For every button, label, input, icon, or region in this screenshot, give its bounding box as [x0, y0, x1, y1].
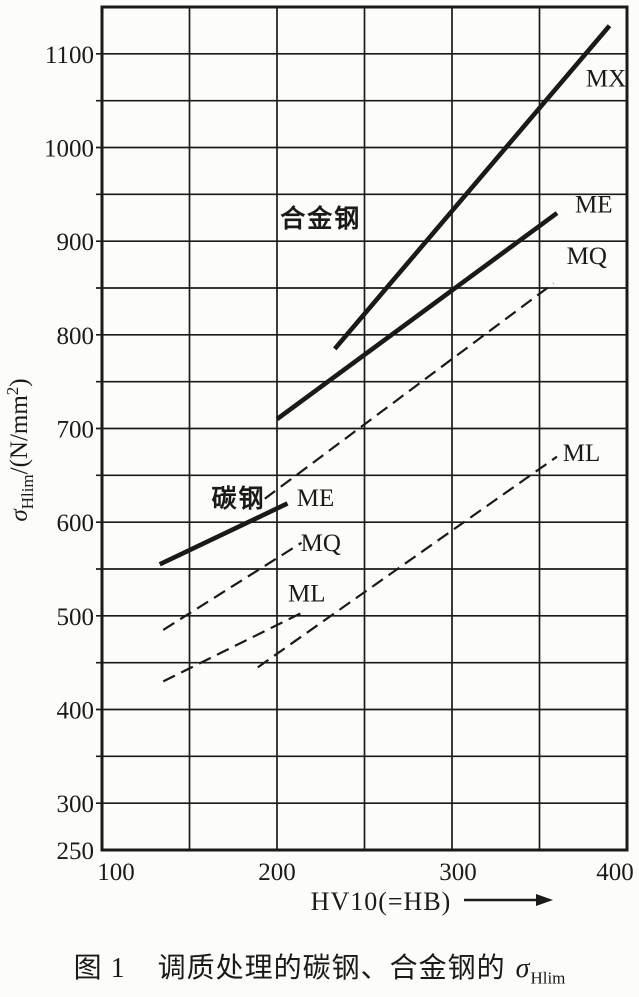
- series-line-alloy-steel-mx: [332, 24, 612, 351]
- x-tick-label-200: 200: [258, 859, 296, 886]
- y-axis-title-part-0: σ: [6, 508, 33, 522]
- y-tick-label-400: 400: [57, 698, 95, 725]
- series-line-carbon-steel-mq: [162, 541, 303, 631]
- x-axis-title: HV10(=HB): [311, 887, 452, 916]
- y-axis-title-part-2: /(N/mm: [6, 395, 33, 475]
- series-label-alloy-steel-mq: MQ: [567, 243, 607, 270]
- y-tick-label-1000: 1000: [44, 136, 94, 163]
- hlim-vs-hardness-chart: MX ME MQ ML 合金钢 ME MQ ML 碳钢 250 300 400 500 600 700 800…: [0, 0, 639, 940]
- y-tick-label-1100: 1100: [45, 42, 94, 69]
- y-tick-label-300: 300: [57, 791, 95, 818]
- chart-background: [0, 0, 639, 940]
- figure-number: 图 1: [73, 953, 126, 984]
- plot-border: [100, 5, 629, 852]
- series-line-alloy-steel-mq: [264, 282, 555, 500]
- series-label-carbon-steel-ml: ML: [288, 580, 326, 607]
- figure-caption: 图 1 调质处理的碳钢、合金钢的 σHlim: [0, 946, 639, 989]
- series-label-carbon-steel-me: ME: [297, 485, 335, 512]
- series-label-carbon-steel-mq: MQ: [301, 530, 341, 557]
- series-line-alloy-steel-me: [275, 211, 559, 421]
- figure-caption-text: 调质处理的碳钢、合金钢的: [157, 953, 506, 984]
- y-tick-label-250: 250: [57, 838, 95, 865]
- sigma-symbol: σ: [515, 953, 531, 984]
- y-tick-label-800: 800: [57, 323, 95, 350]
- x-tick-label-400: 400: [596, 859, 634, 886]
- x-tick-label-100: 100: [97, 859, 135, 886]
- x-tick-label-300: 300: [439, 859, 477, 886]
- y-tick-label-700: 700: [57, 417, 95, 444]
- x-axis-arrow-head: [536, 894, 553, 906]
- series-line-carbon-steel-ml: [162, 610, 306, 683]
- y-tick-label-600: 600: [57, 510, 95, 537]
- y-tick-label-900: 900: [57, 229, 95, 256]
- y-axis-title-part-1: Hlim: [18, 474, 37, 509]
- y-axis-title-part-4: ): [6, 378, 33, 386]
- series-line-alloy-steel-ml: [257, 455, 558, 669]
- group-label-carbon-steel: 碳钢: [211, 485, 265, 513]
- group-label-alloy-steel: 合金钢: [280, 204, 361, 233]
- y-axis-title: σHlim/(N/mm2): [3, 378, 37, 521]
- series-label-alloy-steel-me: ME: [575, 192, 613, 219]
- series-label-alloy-steel-ml: ML: [563, 440, 601, 467]
- series-label-alloy-steel-mx: MX: [586, 65, 626, 92]
- series-line-carbon-steel-me: [158, 501, 289, 567]
- sigma-subscript: Hlim: [530, 968, 566, 988]
- y-tick-label-500: 500: [57, 604, 95, 631]
- y-axis-title-part-3: 2: [3, 387, 22, 396]
